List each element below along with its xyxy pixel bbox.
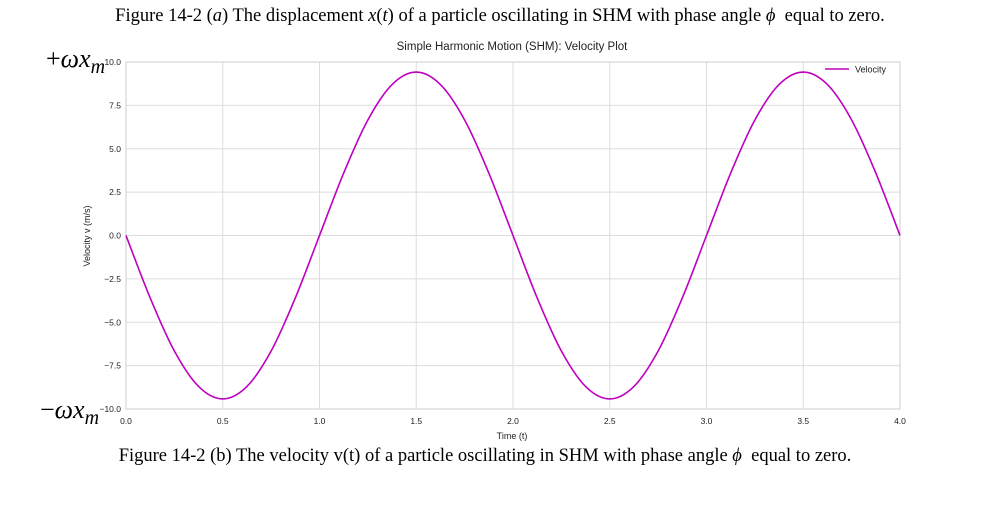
- caption-top-prefix: Figure 14-2 (: [115, 6, 213, 26]
- caption-top-phi: ϕ: [765, 6, 776, 26]
- x-tick-label: 3.5: [797, 416, 809, 426]
- y-tick-label: −10.0: [99, 404, 121, 414]
- x-tick-label: 3.0: [701, 416, 713, 426]
- caption-top-paren-open: (: [376, 6, 383, 26]
- chart-title: Simple Harmonic Motion (SHM): Velocity P…: [397, 41, 629, 53]
- series-line-velocity: [125, 71, 901, 400]
- x-axis-label: Time (t): [497, 431, 528, 441]
- y-tick-label: 5.0: [109, 144, 121, 154]
- x-tick-label: 1.5: [410, 416, 422, 426]
- caption-top-end: equal to zero.: [775, 6, 885, 26]
- y-tick-label: −2.5: [104, 274, 121, 284]
- x-tick-label: 1.0: [314, 416, 326, 426]
- annotation-max-velocity: +ωxm: [46, 44, 106, 78]
- caption-top-letter: a: [212, 6, 223, 26]
- y-tick-label: 7.5: [109, 100, 121, 110]
- tick-labels: 0.0 0.5 1.0 1.5 2.0 2.5 3.0 3.5 4.0 10.0 7.5 5.0 2.5…: [99, 57, 906, 426]
- bottom-figure-caption: Figure 14-2 (b) The velocity v(t) of a p…: [0, 446, 970, 467]
- caption-bottom-text: Figure 14-2 (b) The velocity v(t) of a p…: [118, 446, 733, 466]
- top-figure-caption: Figure 14-2 (a) The displacement x(t) of…: [0, 6, 1000, 27]
- y-tick-label: 10.0: [104, 57, 121, 67]
- y-tick-label: 0.0: [109, 231, 121, 241]
- x-tick-label: 0.0: [120, 416, 132, 426]
- caption-bottom-end: equal to zero.: [741, 446, 852, 466]
- caption-top-t: t: [382, 6, 388, 26]
- y-axis-label: Velocity v (m/s): [82, 205, 92, 266]
- chart-legend: Velocity: [825, 65, 887, 75]
- y-tick-label: 2.5: [109, 187, 121, 197]
- legend-label-velocity: Velocity: [855, 65, 887, 75]
- annotation-min-x: x: [73, 395, 85, 424]
- y-tick-label: −7.5: [104, 361, 121, 371]
- x-tick-label: 2.5: [604, 416, 616, 426]
- caption-top-rest: of a particle oscillating in SHM with ph…: [393, 6, 766, 26]
- annotation-min-velocity: −ωxm: [40, 395, 100, 429]
- annotation-min-omega: ω: [54, 395, 74, 424]
- series-layer: [125, 71, 901, 400]
- caption-top-mid: ) The displacement: [222, 6, 369, 26]
- caption-top-paren-close: ): [387, 6, 394, 26]
- annotation-max-omega: ω: [60, 44, 80, 73]
- annotation-max-x: x: [79, 44, 91, 73]
- y-tick-label: −5.0: [104, 317, 121, 327]
- annotation-min-sign: −: [40, 395, 55, 424]
- x-tick-label: 0.5: [217, 416, 229, 426]
- x-tick-label: 2.0: [507, 416, 519, 426]
- annotation-min-sub: m: [84, 407, 100, 429]
- annotation-max-sign: +: [46, 44, 61, 73]
- caption-top-x: x: [368, 6, 377, 26]
- caption-bottom-phi: ϕ: [732, 446, 742, 466]
- x-tick-label: 4.0: [894, 416, 906, 426]
- annotation-max-sub: m: [90, 56, 106, 78]
